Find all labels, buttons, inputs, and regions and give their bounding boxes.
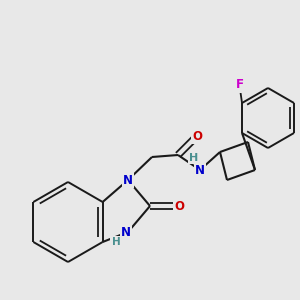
Text: H: H (189, 153, 199, 163)
Text: O: O (174, 200, 184, 212)
Text: F: F (236, 79, 244, 92)
Text: H: H (112, 237, 120, 247)
Text: N: N (121, 226, 131, 238)
Text: O: O (192, 130, 202, 142)
Text: N: N (123, 173, 133, 187)
Text: N: N (195, 164, 205, 176)
